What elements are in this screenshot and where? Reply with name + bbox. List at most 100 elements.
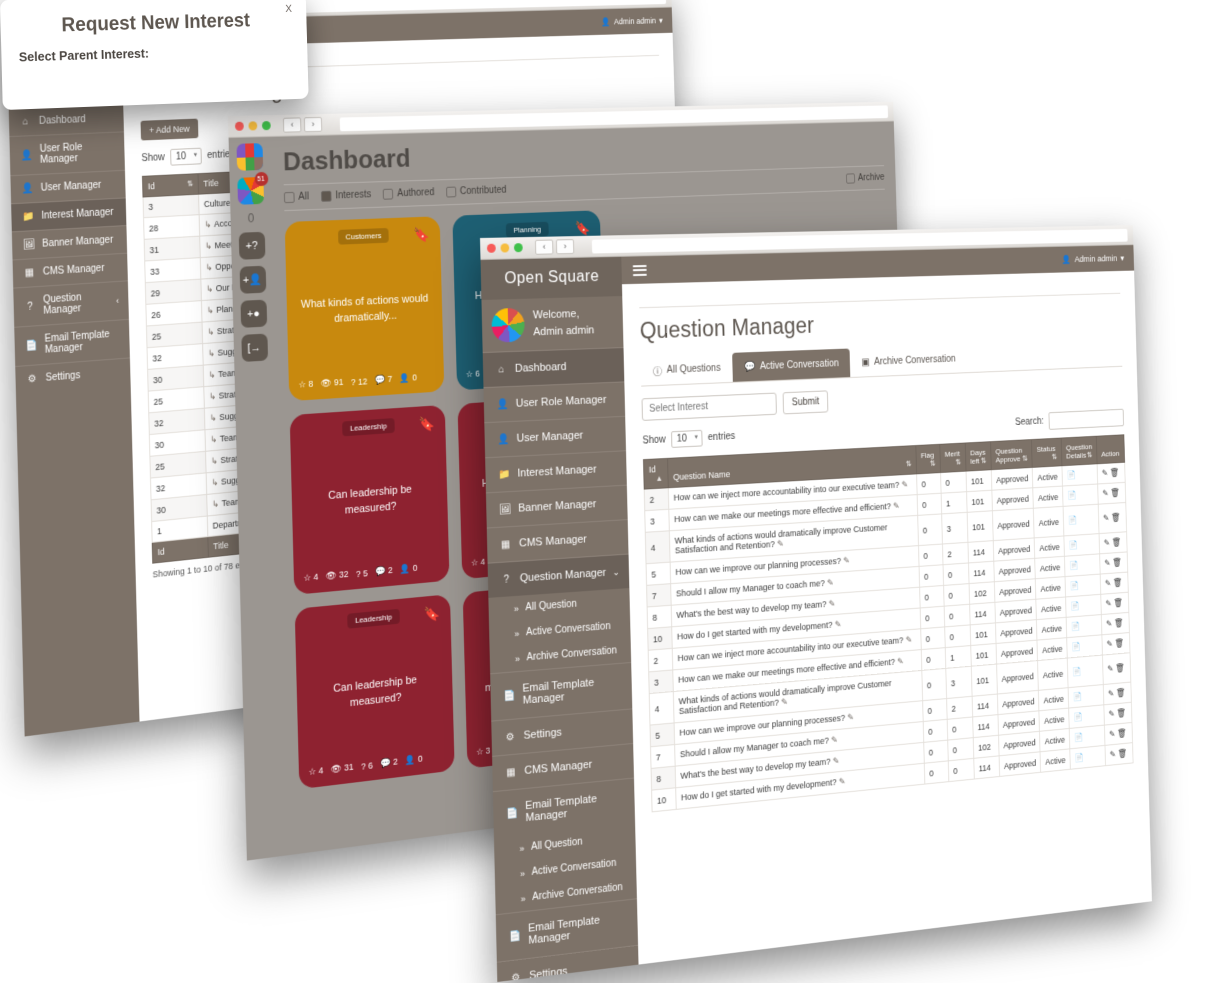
admin-menu[interactable]: 👤 Admin admin ▾ <box>601 15 662 27</box>
edit-icon[interactable]: ✎ <box>1104 578 1112 588</box>
cell-action[interactable]: ✎ 🗑 <box>1097 462 1126 484</box>
filter-archive[interactable]: Archive <box>845 172 885 184</box>
add-new-button[interactable]: + Add New <box>140 118 199 141</box>
col-question-details[interactable]: Question Details ⇅ <box>1061 436 1098 466</box>
cell-question-details[interactable]: 📄 <box>1063 504 1100 536</box>
minimize-window-dot[interactable] <box>500 243 510 253</box>
edit-pencil-icon[interactable]: ✎ <box>828 598 836 609</box>
close-window-dot[interactable] <box>234 121 244 131</box>
edit-pencil-icon[interactable]: ✎ <box>834 619 842 630</box>
app-mosaic-icon[interactable]: 51 <box>236 171 268 205</box>
cell-question-details[interactable]: 📄 <box>1064 553 1101 577</box>
cell-question-details[interactable]: 📄 <box>1063 533 1100 557</box>
delete-icon[interactable]: 🗑 <box>1116 707 1127 718</box>
delete-icon[interactable]: 🗑 <box>1111 537 1122 547</box>
delete-icon[interactable]: 🗑 <box>1117 748 1128 759</box>
bookmark-icon[interactable]: 🔖 <box>424 604 441 623</box>
document-icon[interactable]: 📄 <box>1069 560 1079 571</box>
col-flag[interactable]: Flag ⇅ <box>915 444 941 474</box>
cell-action[interactable]: ✎ 🗑 <box>1104 722 1133 746</box>
edit-pencil-icon[interactable]: ✎ <box>901 479 909 490</box>
cell-question-details[interactable]: 📄 <box>1062 483 1099 507</box>
document-icon[interactable]: 📄 <box>1070 601 1080 611</box>
edit-icon[interactable]: ✎ <box>1107 663 1114 674</box>
edit-icon[interactable]: ✎ <box>1101 468 1109 478</box>
sidebar-item-user-role-manager[interactable]: 👤 User Role Manager <box>9 131 125 176</box>
edit-icon[interactable]: ✎ <box>1102 488 1109 498</box>
app-tiles-icon[interactable] <box>235 143 263 171</box>
question-manager-window[interactable]: ‹ › Open Square Welcome, Admin admin ⌂ D… <box>480 225 1152 983</box>
edit-icon[interactable]: ✎ <box>1106 638 1113 649</box>
submit-button[interactable]: Submit <box>782 390 829 415</box>
page-size-select[interactable]: 10 <box>671 429 703 448</box>
select-interest-input[interactable] <box>641 392 777 421</box>
edit-pencil-icon[interactable]: ✎ <box>892 500 900 511</box>
minimize-window-dot[interactable] <box>248 121 258 131</box>
delete-icon[interactable]: 🗑 <box>1112 577 1123 588</box>
forward-button[interactable]: › <box>303 116 323 133</box>
filter-interests[interactable]: Interests <box>321 189 371 202</box>
edit-icon[interactable]: ✎ <box>1103 537 1111 548</box>
bookmark-icon[interactable]: 🔖 <box>575 220 591 236</box>
tab-active-conversation[interactable]: 💬 Active Conversation <box>732 348 851 382</box>
cell-action[interactable]: ✎ 🗑 <box>1102 652 1131 685</box>
cell-action[interactable]: ✎ 🗑 <box>1103 682 1132 705</box>
back-button[interactable]: ‹ <box>534 239 554 255</box>
edit-pencil-icon[interactable]: ✎ <box>781 696 789 708</box>
edit-pencil-icon[interactable]: ✎ <box>897 656 904 667</box>
edit-pencil-icon[interactable]: ✎ <box>843 555 851 566</box>
delete-icon[interactable]: 🗑 <box>1115 662 1125 673</box>
bookmark-icon[interactable]: 🔖 <box>413 226 431 243</box>
edit-icon[interactable]: ✎ <box>1105 598 1112 609</box>
cell-action[interactable]: ✎ 🗑 <box>1101 632 1131 656</box>
question-card[interactable]: Leadership 🔖 Can leadership be measured? ☆ … <box>294 594 455 790</box>
edit-icon[interactable]: ✎ <box>1109 729 1116 739</box>
edit-icon[interactable]: ✎ <box>1108 708 1115 719</box>
forward-button[interactable]: › <box>555 239 575 255</box>
checkbox-icon[interactable] <box>321 190 332 202</box>
edit-pencil-icon[interactable]: ✎ <box>847 712 855 723</box>
col-days-left[interactable]: Days left ⇅ <box>965 441 992 472</box>
document-icon[interactable]: 📄 <box>1066 470 1077 480</box>
col-id[interactable]: Id ▲ <box>643 458 669 490</box>
edit-icon[interactable]: ✎ <box>1107 688 1115 699</box>
document-icon[interactable]: 📄 <box>1072 666 1082 677</box>
checkbox-icon[interactable] <box>446 186 457 198</box>
question-card[interactable]: Customers 🔖 What kinds of actions would dr… <box>284 216 445 402</box>
cell-action[interactable]: ✎ 🗑 <box>1103 702 1132 726</box>
delete-icon[interactable]: 🗑 <box>1110 487 1120 498</box>
cell-question-details[interactable]: 📄 <box>1065 594 1102 618</box>
edit-pencil-icon[interactable]: ✎ <box>832 755 840 766</box>
edit-icon[interactable]: ✎ <box>1104 558 1111 568</box>
checkbox-icon[interactable] <box>383 188 394 200</box>
checkbox-icon[interactable] <box>845 173 855 184</box>
request-new-interest-modal[interactable]: X Request New Interest Select Parent Int… <box>0 0 309 111</box>
cell-question-details[interactable]: 📄 <box>1061 463 1098 487</box>
col-merit[interactable]: Merit ⇅ <box>939 443 966 473</box>
col-id[interactable]: Id ⇅ <box>142 173 199 198</box>
admin-menu[interactable]: 👤 Admin admin ▾ <box>1062 253 1124 265</box>
add-question-icon[interactable]: +? <box>238 231 265 260</box>
document-icon[interactable]: 📄 <box>1072 691 1083 702</box>
cell-question-details[interactable]: 📄 <box>1064 574 1101 597</box>
cell-action[interactable]: ✎ 🗑 <box>1097 482 1126 505</box>
edit-icon[interactable]: ✎ <box>1109 749 1116 760</box>
menu-toggle-icon[interactable] <box>632 262 647 278</box>
document-icon[interactable]: 📄 <box>1074 752 1084 763</box>
edit-pencil-icon[interactable]: ✎ <box>838 776 846 787</box>
cell-question-details[interactable]: 📄 <box>1069 745 1106 770</box>
filter-all[interactable]: All <box>283 191 309 204</box>
add-person-icon[interactable]: +👤 <box>239 265 266 294</box>
col-question-approve[interactable]: Question Approve ⇅ <box>990 439 1033 470</box>
close-icon[interactable]: X <box>285 3 293 15</box>
delete-icon[interactable]: 🗑 <box>1116 687 1126 698</box>
back-button[interactable]: ‹ <box>282 117 302 133</box>
edit-pencil-icon[interactable]: ✎ <box>826 577 834 588</box>
edit-pencil-icon[interactable]: ✎ <box>831 734 838 745</box>
edit-icon[interactable]: ✎ <box>1105 618 1113 629</box>
bookmark-icon[interactable]: 🔖 <box>418 415 436 433</box>
filter-authored[interactable]: Authored <box>383 187 435 200</box>
maximize-window-dot[interactable] <box>513 243 523 253</box>
tab-all-questions[interactable]: ⓘ All Questions <box>640 353 732 386</box>
document-icon[interactable]: 📄 <box>1069 580 1080 591</box>
